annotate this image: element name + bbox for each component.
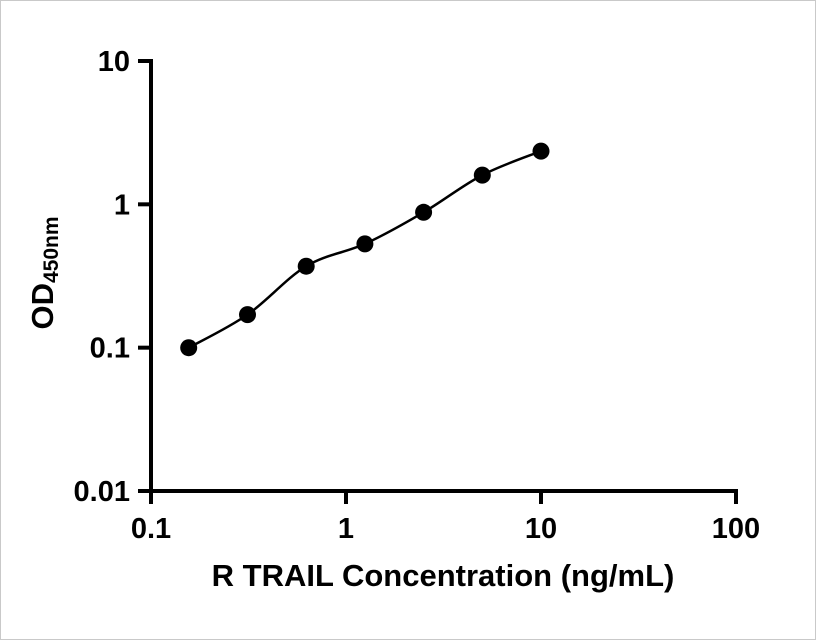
x-tick-label: 10 — [525, 513, 557, 545]
y-tick-label: 1 — [114, 189, 130, 221]
data-point — [297, 257, 315, 275]
y-axis-title-subscript: 450nm — [40, 216, 63, 283]
data-point — [415, 203, 433, 221]
y-tick-label: 0.1 — [90, 333, 130, 365]
y-axis-title-main: OD — [25, 283, 60, 330]
data-point — [532, 142, 550, 160]
axes-frame — [149, 59, 738, 493]
x-tick-label: 1 — [338, 513, 354, 545]
data-points — [180, 142, 550, 357]
x-tick-label: 100 — [712, 513, 760, 545]
data-point — [180, 339, 198, 357]
y-tick-label: 10 — [98, 46, 130, 78]
y-tick-label: 0.01 — [74, 476, 130, 508]
data-point — [239, 306, 256, 324]
data-point — [356, 235, 374, 253]
x-tick-label: 0.1 — [131, 513, 171, 545]
x-axis-title: R TRAIL Concentration (ng/mL) — [212, 558, 675, 593]
y-axis-title: OD450nm — [25, 216, 63, 329]
axis-ticks — [138, 59, 738, 504]
data-point — [473, 166, 491, 184]
